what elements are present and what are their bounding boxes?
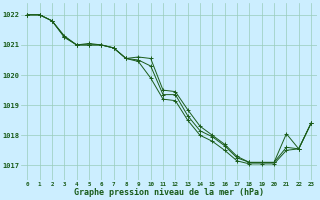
X-axis label: Graphe pression niveau de la mer (hPa): Graphe pression niveau de la mer (hPa) (74, 188, 264, 197)
